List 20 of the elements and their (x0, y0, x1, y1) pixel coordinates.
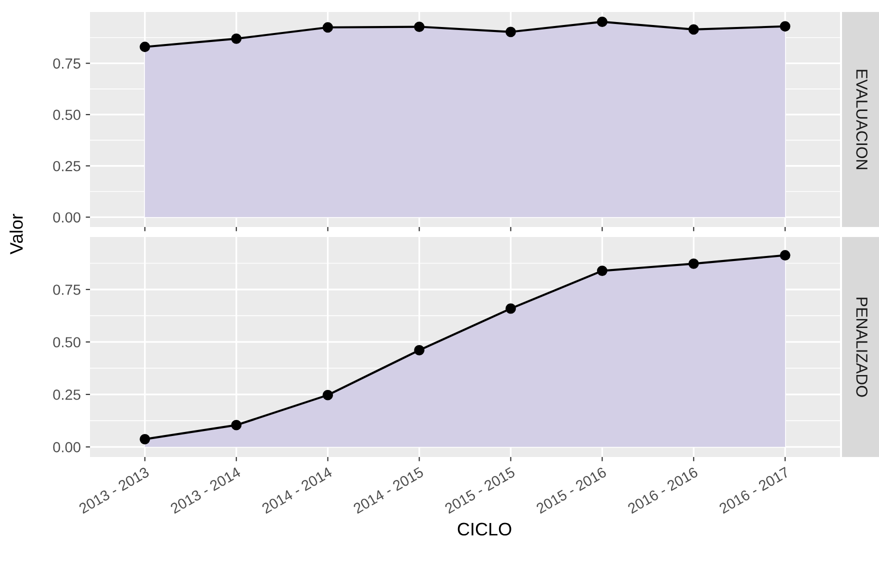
y-tick-label: 0.00 (53, 212, 80, 223)
y-tick-label: 0.25 (53, 160, 80, 172)
text: EVALUACION (856, 70, 868, 170)
x-tick-label: 2014 - 2014 (261, 466, 333, 514)
x-tick-label: 2016 - 2016 (627, 466, 698, 514)
y-tick-label: 0.75 (53, 58, 80, 69)
x-tick-label: 2014 - 2015 (352, 466, 424, 514)
text: PENALIZADO (856, 298, 868, 397)
y-tick-label: 0.50 (53, 110, 80, 120)
y-tick-label: 0.50 (53, 337, 80, 348)
y-tick-label: 0.75 (53, 284, 80, 295)
x-tick-label: 2013 - 2014 (170, 466, 242, 514)
x-tick-label: 2015 - 2015 (444, 466, 516, 514)
x-tick-label: 2016 - 2017 (718, 466, 790, 514)
x-tick-label: 2013 - 2013 (78, 466, 150, 514)
x-axis-title: CICLO (458, 522, 512, 536)
y-tick-label: 0.25 (53, 390, 80, 400)
y-axis-title: Valor (10, 214, 23, 254)
x-tick-label: 2015 - 2016 (536, 466, 608, 514)
y-tick-label: 0.00 (53, 442, 80, 452)
